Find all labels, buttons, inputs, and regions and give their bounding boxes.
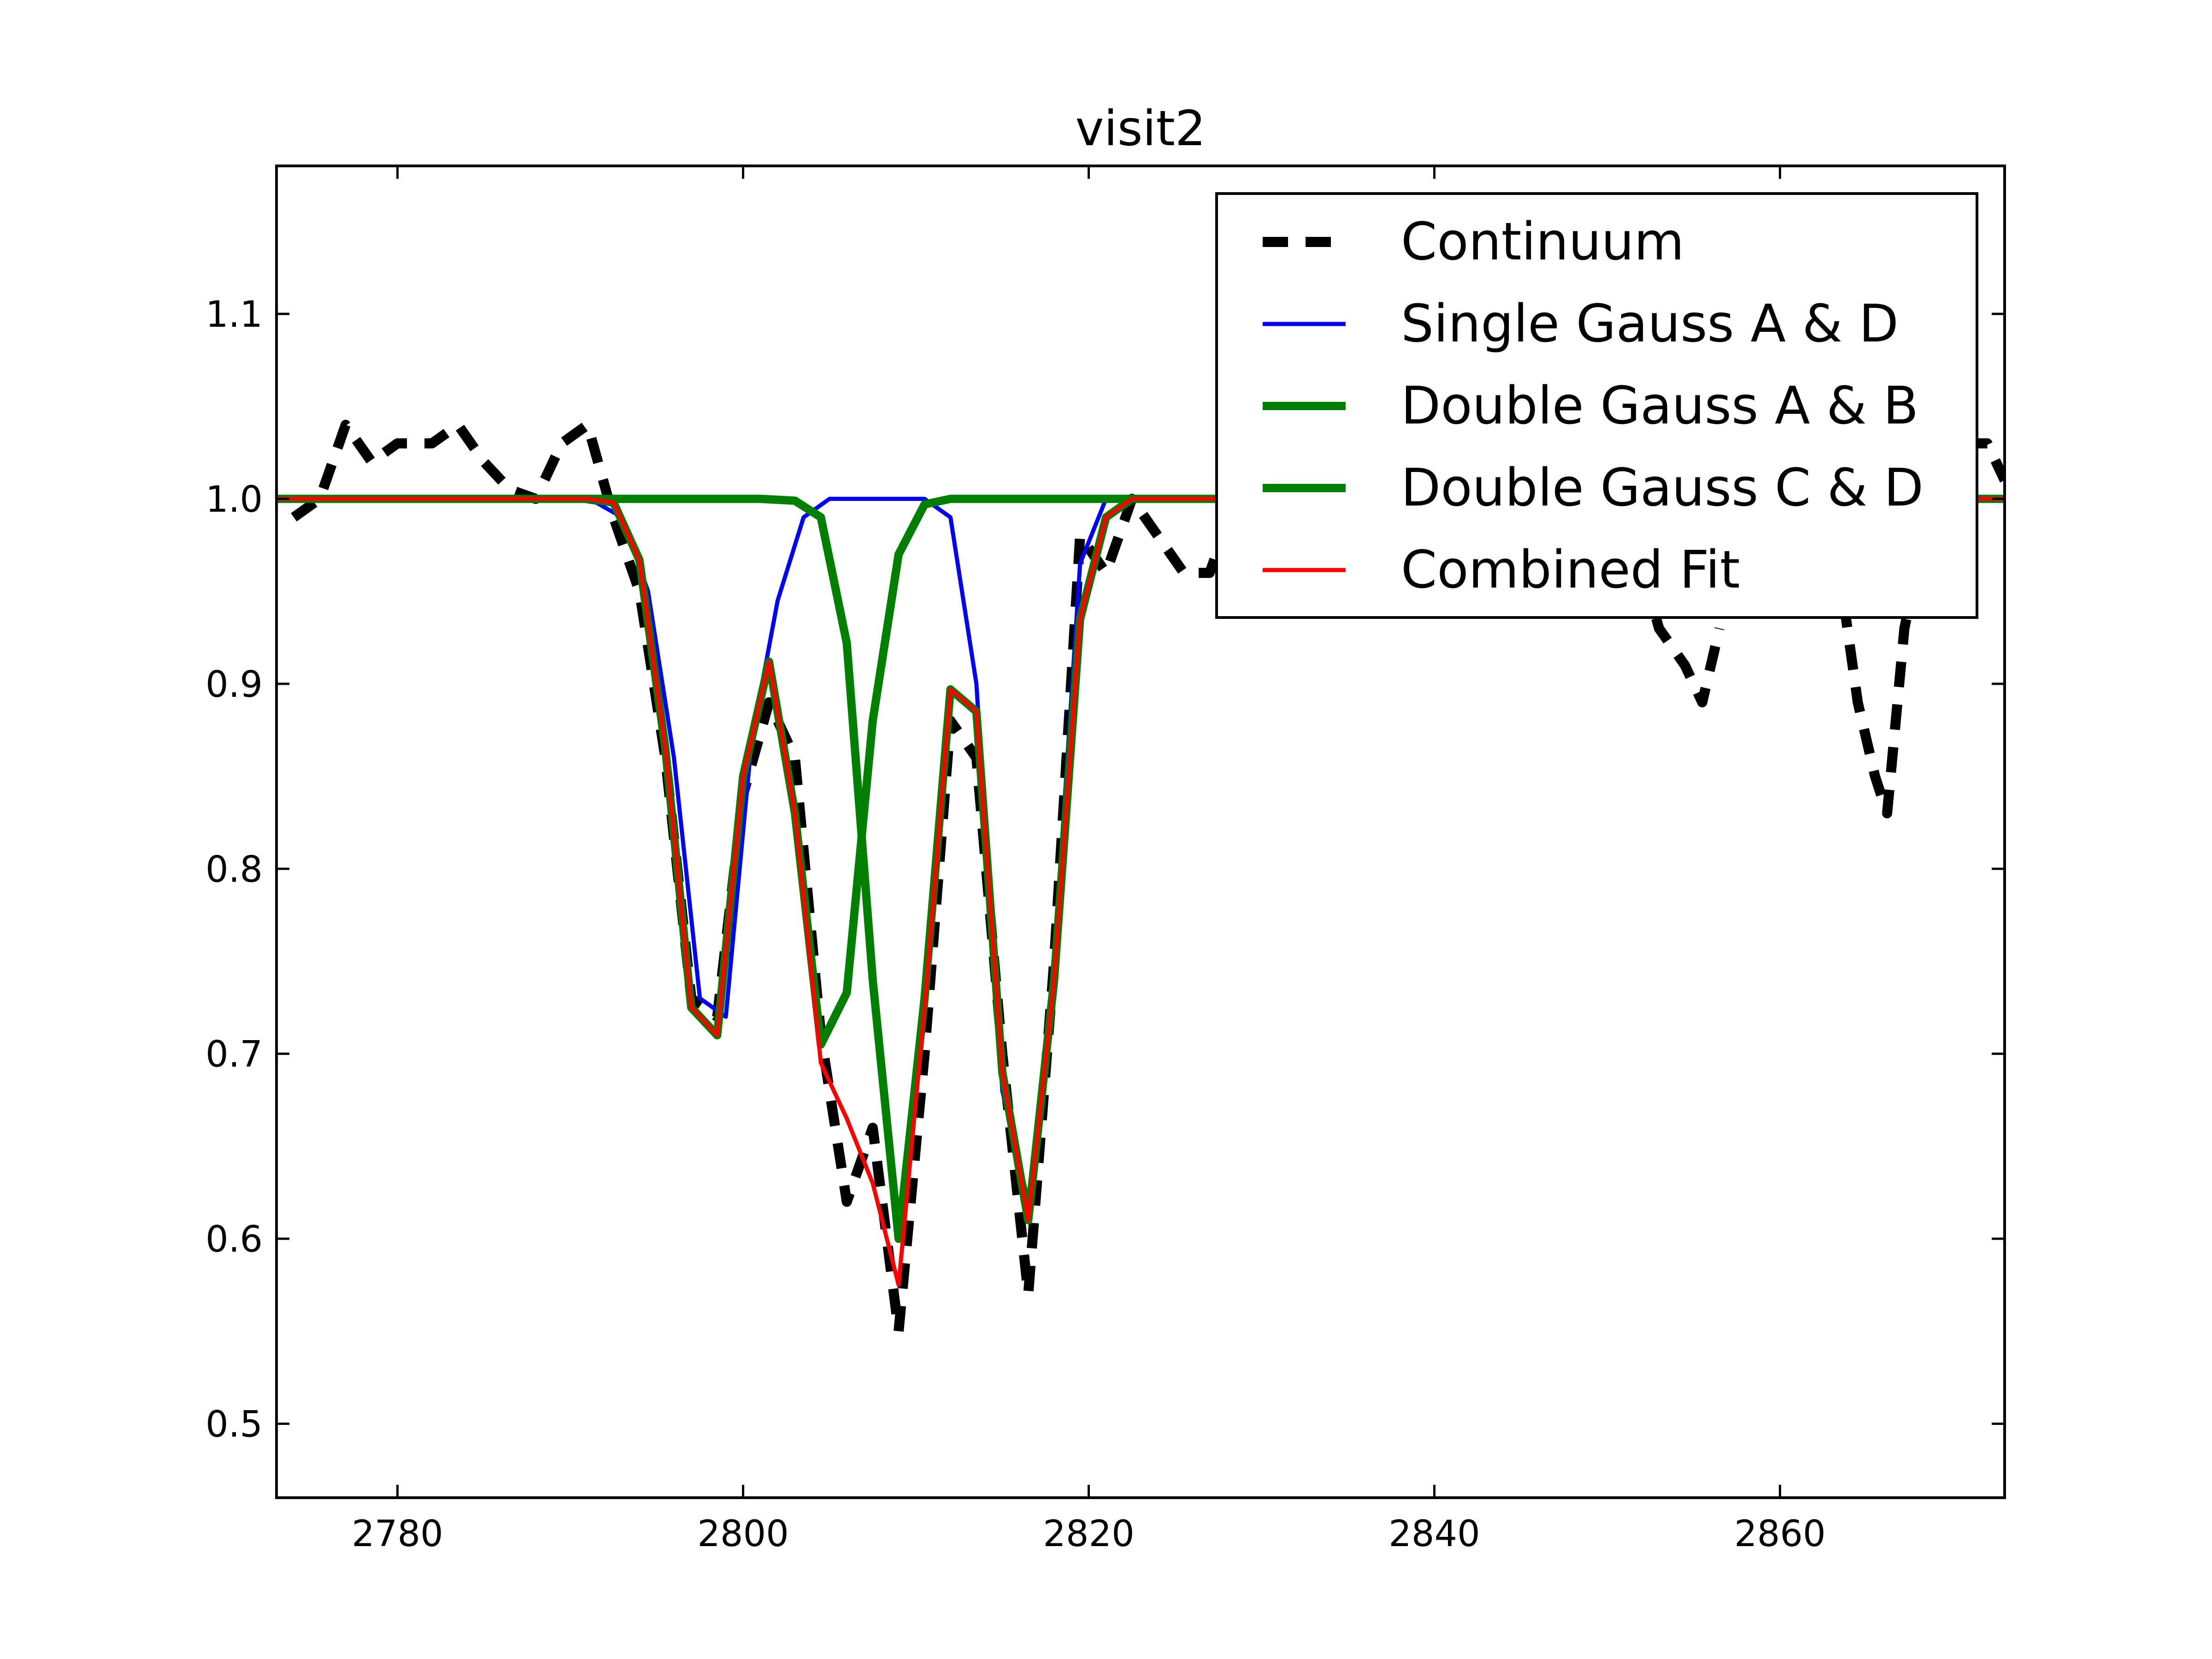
y-tick-label: 0.6 [206, 1219, 263, 1260]
y-tick-label: 0.9 [206, 664, 263, 706]
y-tick-label: 0.5 [206, 1404, 263, 1445]
x-tick-label: 2860 [1734, 1513, 1826, 1555]
legend-label: Double Gauss C & D [1401, 458, 1924, 518]
plot-frame [275, 165, 2006, 1499]
legend-label: Combined Fit [1401, 540, 1740, 600]
y-tick-label: 0.8 [206, 849, 263, 890]
y-tick-label: 1.1 [206, 294, 263, 335]
x-tick-label: 2820 [1043, 1513, 1135, 1555]
legend-label: Single Gauss A & D [1401, 294, 1899, 354]
series-line-4 [276, 497, 2005, 1287]
legend-items: Continuum Single Gauss A & D Double Gauss … [1263, 212, 1924, 600]
x-tick-label: 2800 [697, 1513, 789, 1555]
legend: Continuum Single Gauss A & D Double Gauss … [1215, 192, 1978, 619]
legend-label: Continuum [1401, 212, 1684, 272]
tick-layer: 2780 2800 2820 2840 2860 0.5 0.6 0.7 0.8 0.9 1.0 1.… [206, 166, 2005, 1555]
x-tick-label: 2840 [1388, 1513, 1480, 1555]
x-tick-label: 2780 [352, 1513, 443, 1555]
chart-title: visit2 [1075, 100, 1206, 157]
legend-label: Double Gauss A & B [1401, 376, 1918, 436]
y-tick-label: 0.7 [206, 1034, 263, 1076]
y-tick-label: 1.0 [206, 479, 263, 521]
